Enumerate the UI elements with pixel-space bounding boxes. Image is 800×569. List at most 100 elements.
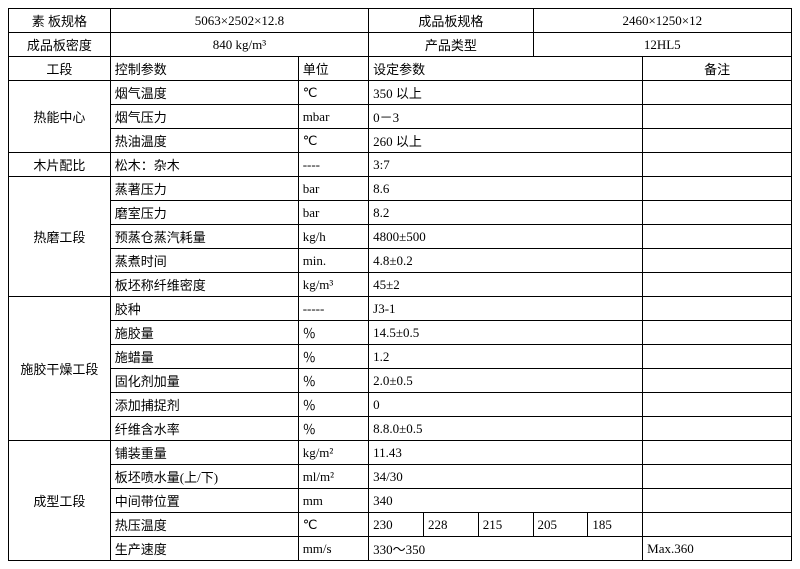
cell: ----- <box>298 297 368 321</box>
cell: 215 <box>478 513 533 537</box>
cell: 烟气温度 <box>110 81 298 105</box>
cell: ---- <box>298 153 368 177</box>
stage-thermal: 热能中心 <box>9 81 111 153</box>
stage-refine: 热磨工段 <box>9 177 111 297</box>
cell: ml/m² <box>298 465 368 489</box>
cell: 340 <box>369 489 643 513</box>
cell: 3:7 <box>369 153 643 177</box>
cell: 烟气压力 <box>110 105 298 129</box>
cell <box>643 345 792 369</box>
cell <box>643 489 792 513</box>
cell: 14.5±0.5 <box>369 321 643 345</box>
cell <box>643 225 792 249</box>
cell: 185 <box>588 513 643 537</box>
cell: 230 <box>369 513 424 537</box>
cell: 纤维含水率 <box>110 417 298 441</box>
col-set: 设定参数 <box>369 57 643 81</box>
cell: J3-1 <box>369 297 643 321</box>
process-table: 素 板规格 5063×2502×12.8 成品板规格 2460×1250×12 … <box>8 8 792 561</box>
cell: ％ <box>298 417 368 441</box>
cell: ℃ <box>298 81 368 105</box>
cell: 固化剂加量 <box>110 369 298 393</box>
cell: 330～350 <box>369 537 643 561</box>
col-remark: 备注 <box>643 57 792 81</box>
cell: kg/m² <box>298 441 368 465</box>
type-label: 产品类型 <box>369 33 533 57</box>
cell: 板坯喷水量(上/下) <box>110 465 298 489</box>
cell <box>643 393 792 417</box>
spec1-value: 5063×2502×12.8 <box>110 9 368 33</box>
cell: 蒸著压力 <box>110 177 298 201</box>
cell: 松木：杂木 <box>110 153 298 177</box>
cell: 8.8.0±0.5 <box>369 417 643 441</box>
cell: 板坯称纤维密度 <box>110 273 298 297</box>
cell: 228 <box>423 513 478 537</box>
cell: 中间带位置 <box>110 489 298 513</box>
cell <box>643 201 792 225</box>
cell: 生产速度 <box>110 537 298 561</box>
cell: ℃ <box>298 129 368 153</box>
cell: bar <box>298 177 368 201</box>
cell <box>643 153 792 177</box>
type-value: 12HL5 <box>533 33 791 57</box>
cell <box>643 417 792 441</box>
cell: 260 以上 <box>369 129 643 153</box>
cell: 添加捕捉剂 <box>110 393 298 417</box>
cell: 蒸煮时间 <box>110 249 298 273</box>
cell: 1.2 <box>369 345 643 369</box>
cell: ℃ <box>298 513 368 537</box>
cell: 205 <box>533 513 588 537</box>
cell: ％ <box>298 321 368 345</box>
cell <box>643 273 792 297</box>
col-param: 控制参数 <box>110 57 298 81</box>
cell <box>643 105 792 129</box>
cell: mbar <box>298 105 368 129</box>
cell: 11.43 <box>369 441 643 465</box>
cell <box>643 81 792 105</box>
cell: 34/30 <box>369 465 643 489</box>
cell: min. <box>298 249 368 273</box>
cell: 施蜡量 <box>110 345 298 369</box>
cell: ％ <box>298 369 368 393</box>
cell: mm/s <box>298 537 368 561</box>
cell: 施胶量 <box>110 321 298 345</box>
col-stage: 工段 <box>9 57 111 81</box>
cell <box>643 369 792 393</box>
density-value: 840 kg/m³ <box>110 33 368 57</box>
cell: mm <box>298 489 368 513</box>
cell: 胶种 <box>110 297 298 321</box>
cell: ％ <box>298 345 368 369</box>
cell: bar <box>298 201 368 225</box>
cell: 8.6 <box>369 177 643 201</box>
cell: kg/m³ <box>298 273 368 297</box>
cell: 铺装重量 <box>110 441 298 465</box>
cell: 350 以上 <box>369 81 643 105</box>
cell: 热油温度 <box>110 129 298 153</box>
cell <box>643 249 792 273</box>
cell <box>643 513 792 537</box>
stage-glue: 施胶干燥工段 <box>9 297 111 441</box>
cell <box>643 297 792 321</box>
cell <box>643 129 792 153</box>
cell: 4.8±0.2 <box>369 249 643 273</box>
spec1-label: 素 板规格 <box>9 9 111 33</box>
cell: 0 <box>369 393 643 417</box>
cell: ％ <box>298 393 368 417</box>
cell: 45±2 <box>369 273 643 297</box>
cell <box>643 321 792 345</box>
spec2-value: 2460×1250×12 <box>533 9 791 33</box>
stage-form: 成型工段 <box>9 441 111 561</box>
cell: 2.0±0.5 <box>369 369 643 393</box>
cell: 热压温度 <box>110 513 298 537</box>
cell <box>643 465 792 489</box>
stage-chip: 木片配比 <box>9 153 111 177</box>
cell <box>643 441 792 465</box>
spec2-label: 成品板规格 <box>369 9 533 33</box>
cell: Max.360 <box>643 537 792 561</box>
cell: 预蒸仓蒸汽耗量 <box>110 225 298 249</box>
cell <box>643 177 792 201</box>
col-unit: 单位 <box>298 57 368 81</box>
cell: 0－3 <box>369 105 643 129</box>
cell: kg/h <box>298 225 368 249</box>
cell: 磨室压力 <box>110 201 298 225</box>
